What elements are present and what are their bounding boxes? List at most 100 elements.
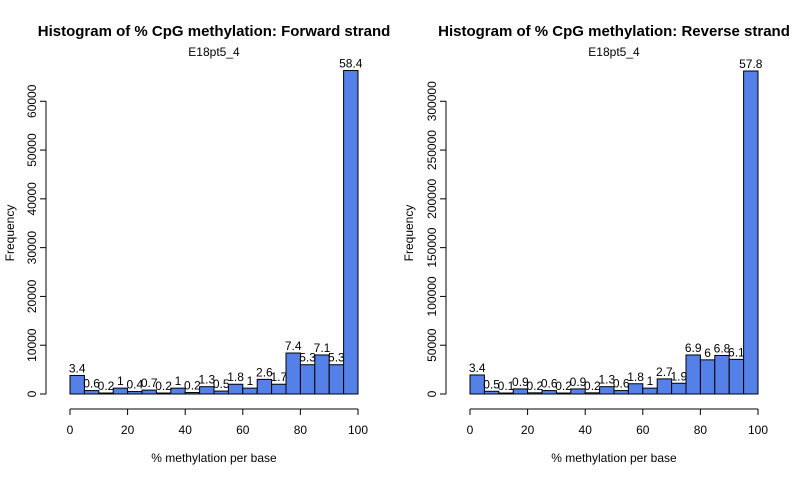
bar-percent-label: 0.6 <box>613 377 630 391</box>
histogram-bar <box>613 390 629 395</box>
bar-percent-label: 0.5 <box>213 377 230 391</box>
histogram-bar <box>555 392 572 395</box>
y-tick-label: 200000 <box>425 179 439 219</box>
histogram-bar <box>213 390 229 395</box>
histogram-bar <box>699 359 716 395</box>
bar-percent-label: 57.8 <box>739 57 763 71</box>
bar-percent-label: 1.3 <box>198 373 215 387</box>
chart-title: Histogram of % CpG methylation: Forward … <box>38 23 391 40</box>
histogram-bar <box>714 354 730 395</box>
y-tick-label: 20000 <box>25 279 39 313</box>
histogram-bar <box>141 389 157 395</box>
bar-percent-label: 6 <box>704 346 711 360</box>
bar-percent-label: 0.2 <box>184 379 201 393</box>
histogram-bar <box>256 378 273 395</box>
bar-percent-label: 0.2 <box>584 379 601 393</box>
bar-percent-label: 58.4 <box>339 57 363 71</box>
bar-percent-label: 1 <box>647 374 654 388</box>
y-tick-label: 50000 <box>425 328 439 362</box>
histogram-bar <box>656 378 673 395</box>
chart-title: Histogram of % CpG methylation: Reverse … <box>438 23 790 40</box>
histogram-bar <box>69 374 85 395</box>
histogram-bar <box>570 388 586 395</box>
y-tick-label: 150000 <box>425 227 439 267</box>
bar-percent-label: 0.2 <box>555 379 572 393</box>
y-tick-label: 250000 <box>425 130 439 170</box>
bar-group <box>469 70 759 395</box>
bar-percent-label: 0.2 <box>155 379 172 393</box>
histogram-bar <box>127 391 143 395</box>
y-tick-label: 300000 <box>425 81 439 121</box>
histogram-bar <box>541 390 557 395</box>
histogram-bar <box>599 386 615 395</box>
histogram-bar <box>155 392 172 395</box>
histogram-bar <box>314 354 330 395</box>
x-axis-label: % methylation per base <box>151 451 277 465</box>
y-tick-label: 100000 <box>425 276 439 316</box>
bar-percent-label: 6.8 <box>714 341 731 355</box>
histogram-bar <box>328 364 345 395</box>
histogram-bar <box>199 386 215 395</box>
y-tick-label: 0 <box>25 390 39 397</box>
bar-percent-label: 0.9 <box>570 375 587 389</box>
histogram-bar <box>743 70 759 395</box>
bar-group <box>69 70 359 395</box>
x-tick-label: 80 <box>294 423 308 437</box>
y-tick-label: 10000 <box>25 328 39 362</box>
bar-percent-label: 0.2 <box>98 379 115 393</box>
bar-percent-label: 0.9 <box>512 375 529 389</box>
histogram-bar <box>512 388 529 395</box>
x-tick-label: 40 <box>579 423 593 437</box>
x-tick-label: 20 <box>121 423 135 437</box>
bar-percent-label: 1.8 <box>227 370 244 384</box>
histogram-bar <box>285 352 301 395</box>
bar-percent-label: 0.2 <box>526 379 543 393</box>
histogram-bar <box>112 387 129 395</box>
histogram-bar <box>642 387 658 395</box>
histogram-bar <box>83 390 100 395</box>
x-tick-label: 80 <box>694 423 708 437</box>
histogram-bar <box>483 390 500 395</box>
chart-subtitle: E18pt5_4 <box>188 45 240 59</box>
histogram-bar <box>227 383 244 395</box>
y-tick-label: 30000 <box>25 231 39 265</box>
histogram-bar <box>242 387 258 395</box>
x-tick-label: 100 <box>748 423 768 437</box>
x-tick-label: 0 <box>467 423 474 437</box>
bar-percent-label: 1.8 <box>627 370 644 384</box>
bar-percent-label: 5.3 <box>299 351 316 365</box>
bar-percent-label: 0.5 <box>483 377 500 391</box>
histogram-bar <box>728 358 745 395</box>
y-axis: 0 10000 20000 30000 40000 50000 60000 <box>25 84 47 397</box>
histogram-bar <box>584 392 601 395</box>
histogram-bar <box>184 392 201 395</box>
histogram-bar <box>627 383 644 395</box>
y-tick-label: 60000 <box>25 84 39 118</box>
data-label-group: 3.40.60.2 1 0.40.70.2 1 0.21.30.51.8 12.61.77… <box>69 57 363 393</box>
x-axis-label: % methylation per base <box>551 451 677 465</box>
bar-percent-label: 1 <box>117 374 124 388</box>
bar-percent-label: 1.9 <box>670 369 687 383</box>
bar-percent-label: 0.7 <box>141 376 158 390</box>
chart-subtitle: E18pt5_4 <box>588 45 640 59</box>
histogram-bar <box>498 392 514 395</box>
bar-percent-label: 3.4 <box>69 361 86 375</box>
bar-percent-label: 1 <box>175 374 182 388</box>
bar-percent-label: 0.6 <box>83 377 100 391</box>
x-axis: 0 20 40 60 80 100 <box>67 408 368 437</box>
histogram-bar <box>343 70 359 395</box>
histogram-bar <box>671 382 687 395</box>
x-axis: 0 20 40 60 80 100 <box>467 408 768 437</box>
histogram-bar <box>527 392 543 395</box>
histogram-bar <box>170 387 186 395</box>
y-axis: 0 50000 100000 150000 200000 250000 300000 <box>425 81 447 397</box>
histogram-bar <box>98 392 114 395</box>
y-axis-label: Frequency <box>402 205 416 262</box>
bar-percent-label: 2.6 <box>256 365 273 379</box>
bar-percent-label: 1.7 <box>270 370 287 384</box>
bar-percent-label: 0.4 <box>126 378 143 392</box>
bar-percent-label: 1 <box>247 374 254 388</box>
x-tick-label: 60 <box>236 423 250 437</box>
bar-percent-label: 6.9 <box>685 341 702 355</box>
